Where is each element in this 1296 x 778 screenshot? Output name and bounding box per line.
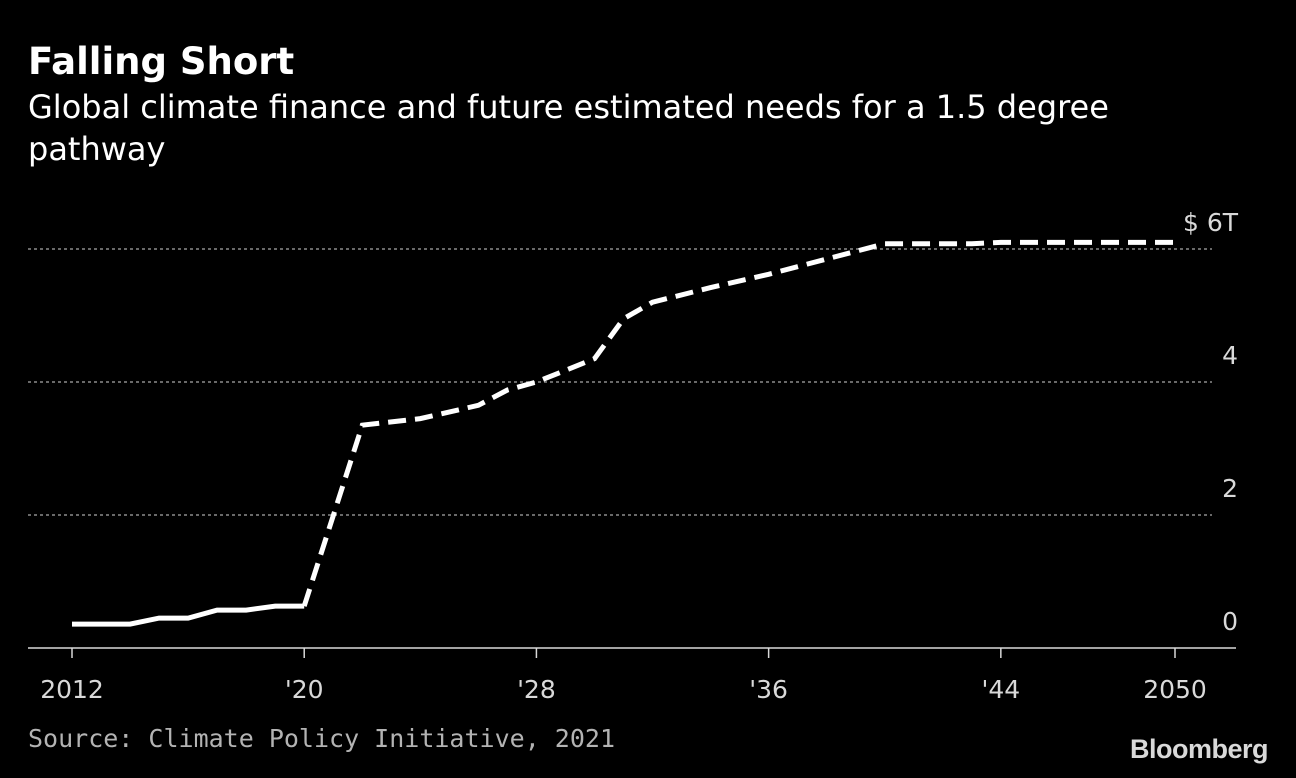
series-lines (72, 239, 1175, 627)
y-tick-label-4: 4 (1222, 341, 1238, 370)
x-tick-label-2012: 2012 (40, 675, 104, 704)
bloomberg-logo: Bloomberg (1129, 734, 1269, 764)
chart-title: Falling Short (28, 40, 295, 83)
source-note: Source: Climate Policy Initiative, 2021 (28, 724, 615, 753)
y-tick-label-6: $ 6T (1183, 208, 1239, 237)
chart-subtitle: Global climate finance and future estima… (28, 88, 1109, 168)
x-tick-label-2020: '20 (285, 675, 324, 704)
y-tick-label-2: 2 (1222, 474, 1238, 503)
x-tick-label-2050: 2050 (1143, 675, 1207, 704)
x-tick-label-2036: '36 (749, 675, 788, 704)
y-tick-label-0: 0 (1222, 607, 1238, 636)
x-tick-label-2044: '44 (981, 675, 1020, 704)
series-line-actual-finance (72, 603, 305, 627)
gridlines (28, 248, 1212, 516)
axes: 0 2 4 $ 6T 2012 '20 '28 '36 '44 2050 (28, 208, 1239, 704)
x-tick-label-2028: '28 (517, 675, 556, 704)
series-line-estimated-needs (301, 239, 1175, 607)
